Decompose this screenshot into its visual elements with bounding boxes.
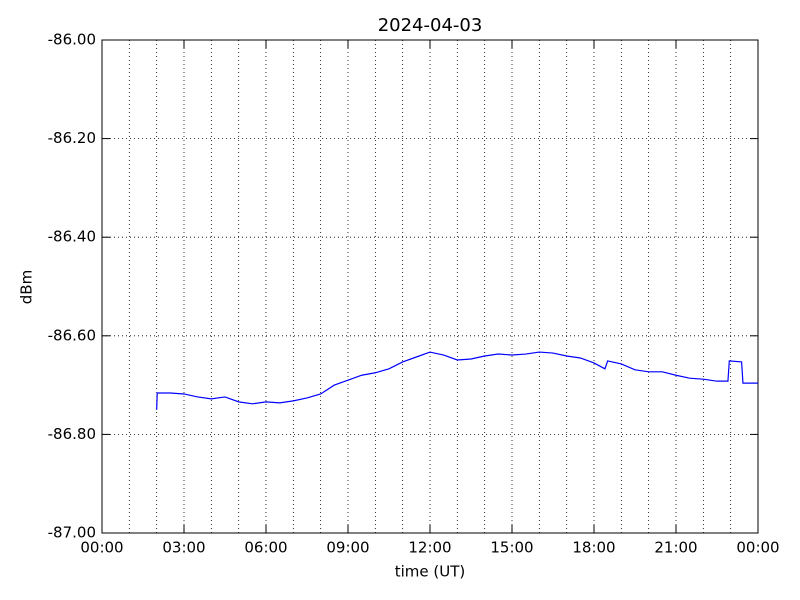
y-tick-label: -86.60	[48, 326, 96, 344]
x-tick-label: 15:00	[490, 539, 533, 557]
y-axis-label: dBm	[18, 270, 36, 304]
plot-frame	[101, 39, 759, 534]
x-tick-label: 06:00	[244, 539, 287, 557]
y-tick-label: -86.40	[48, 228, 96, 246]
x-tick-label: 00:00	[80, 539, 123, 557]
x-tick-label: 21:00	[654, 539, 697, 557]
data-line	[156, 351, 758, 410]
x-tick-label: 18:00	[572, 539, 615, 557]
y-tick-label: -86.80	[48, 425, 96, 443]
x-tick-label: 03:00	[162, 539, 205, 557]
x-tick-label: 12:00	[408, 539, 451, 557]
y-tick-label: -87.00	[48, 524, 96, 542]
x-axis-label: time (UT)	[395, 563, 466, 581]
x-tick-label: 09:00	[326, 539, 369, 557]
chart-title: 2024-04-03	[378, 15, 483, 36]
y-tick-label: -86.20	[48, 129, 96, 147]
y-tick-label: -86.00	[48, 31, 96, 49]
x-tick-label: 00:00	[736, 539, 779, 557]
